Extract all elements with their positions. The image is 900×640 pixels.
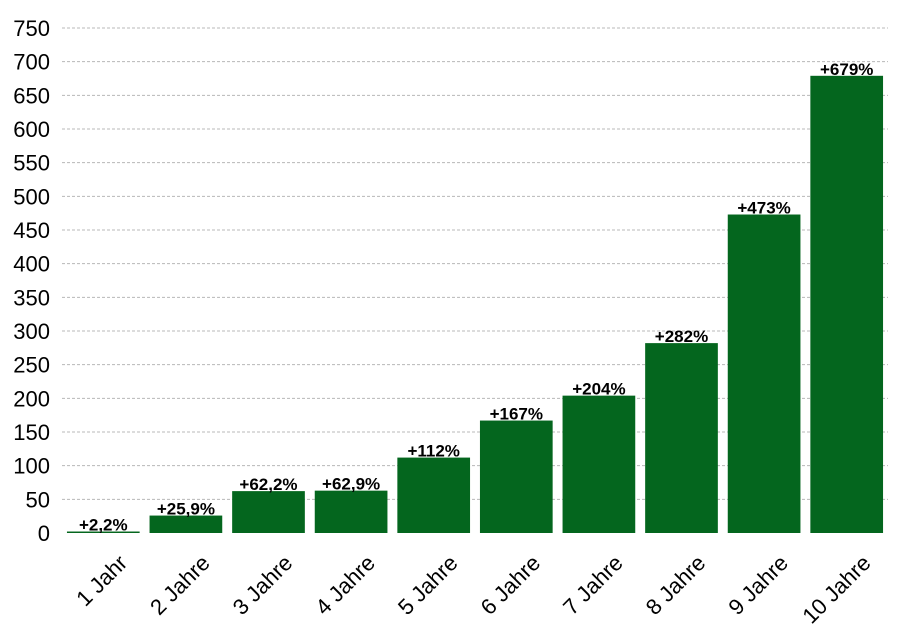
x-tick-label: 2 Jahre (145, 550, 215, 620)
y-tick-label: 400 (13, 252, 50, 277)
x-tick-label: 5 Jahre (393, 550, 463, 620)
x-tick-label: 8 Jahre (641, 550, 711, 620)
y-tick-label: 550 (13, 151, 50, 176)
y-tick-label: 150 (13, 420, 50, 445)
bars (66, 75, 884, 533)
x-tick-label: 4 Jahre (310, 550, 380, 620)
data-label: +204% (572, 380, 625, 399)
x-tick-label: 3 Jahre (228, 550, 298, 620)
bar (645, 343, 718, 533)
y-tick-label: 250 (13, 353, 50, 378)
y-tick-label: 100 (13, 454, 50, 479)
y-tick-label: 200 (13, 386, 50, 411)
data-label: +282% (655, 327, 708, 346)
data-label: +473% (737, 199, 790, 218)
data-label: +62,2% (239, 475, 297, 494)
bar (66, 531, 140, 533)
x-tick-label: 7 Jahre (558, 550, 628, 620)
y-tick-label: 50 (26, 487, 50, 512)
y-tick-label: 650 (13, 83, 50, 108)
bar (479, 420, 553, 533)
data-label: +25,9% (157, 500, 215, 519)
bar (232, 491, 305, 533)
data-label: +679% (820, 60, 873, 79)
y-tick-label: 350 (13, 285, 50, 310)
y-tick-label: 0 (38, 521, 50, 546)
data-label: +167% (490, 405, 543, 424)
bar (149, 515, 223, 533)
y-tick-label: 300 (13, 319, 50, 344)
data-label: +2,2% (79, 516, 128, 535)
y-axis-tick-labels: 0 50 100 150 200 250 300 350 400 450 500 550 600 650 7… (13, 16, 50, 546)
bar (810, 75, 884, 533)
x-tick-label: 1 Jahr (71, 550, 132, 611)
x-tick-label: 10 Jahre (797, 550, 875, 628)
y-tick-label: 700 (13, 50, 50, 75)
y-tick-label: 500 (13, 184, 50, 209)
data-label: +112% (407, 442, 459, 461)
x-tick-label: 9 Jahre (723, 550, 793, 620)
x-tick-label: 6 Jahre (476, 550, 546, 620)
x-axis-tick-labels: 1 Jahr 2 Jahre 3 Jahre 4 Jahre 5 Jahre 6 Jahr… (71, 550, 875, 628)
y-tick-label: 450 (13, 218, 50, 243)
bar (562, 395, 636, 533)
bar (397, 457, 471, 533)
bar (727, 214, 801, 533)
data-labels: +2,2% +25,9% +62,2% +62,9% +112% +167% +204% +2… (79, 60, 873, 535)
gridlines (62, 27, 888, 500)
data-label: +62,9% (322, 475, 380, 494)
bar (314, 490, 388, 533)
y-tick-label: 600 (13, 117, 50, 142)
y-tick-label: 750 (13, 16, 50, 41)
